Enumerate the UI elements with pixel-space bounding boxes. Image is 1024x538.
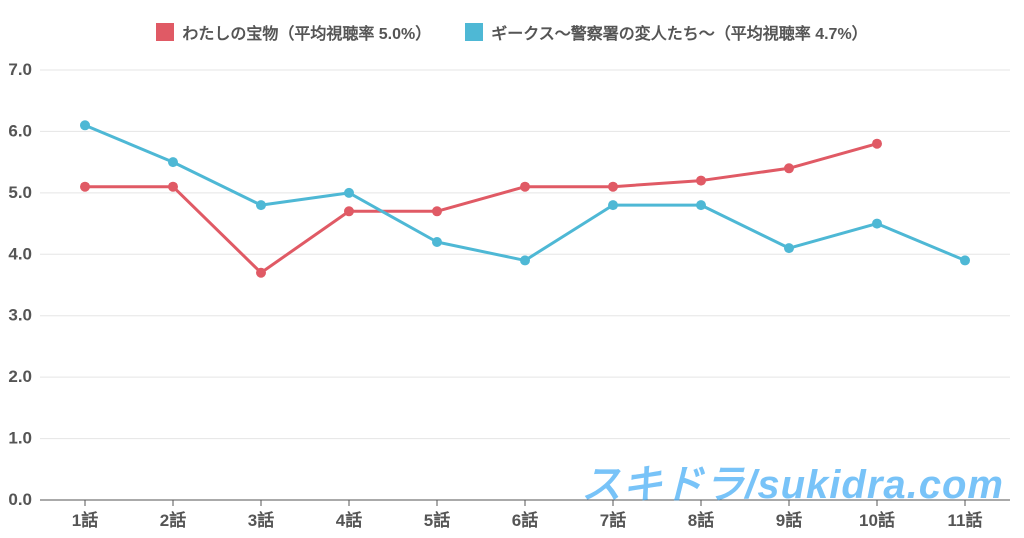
- y-tick-label: 7.0: [8, 60, 32, 79]
- legend-item-series-a: わたしの宝物（平均視聴率 5.0%）: [156, 20, 431, 44]
- x-tick-label: 4話: [336, 510, 362, 530]
- x-tick-label: 6話: [512, 510, 538, 530]
- series-point-series-b: [168, 157, 178, 167]
- series-point-series-b: [256, 200, 266, 210]
- chart-svg: 0.0 1.0 2.0 3.0 4.0 5.0 6.0 7.0 1話 2話 3話 4話 5話 6話 7話 8話…: [0, 0, 1024, 538]
- series-point-series-a: [256, 268, 266, 278]
- x-tick-label: 10話: [859, 510, 895, 530]
- legend-label-series-b: ギークス〜警察署の変人たち〜（平均視聴率 4.7%）: [491, 20, 867, 44]
- y-tick-label: 1.0: [8, 429, 32, 448]
- x-tick-label: 8話: [688, 510, 714, 530]
- series-point-series-a: [872, 139, 882, 149]
- series-line-series-a: [85, 144, 877, 273]
- series-point-series-a: [168, 182, 178, 192]
- legend-label-series-a: わたしの宝物（平均視聴率 5.0%）: [182, 20, 431, 44]
- y-tick-label: 4.0: [8, 244, 32, 263]
- legend-swatch-series-b: [465, 23, 483, 41]
- y-tick-label: 5.0: [8, 183, 32, 202]
- series-point-series-a: [432, 206, 442, 216]
- x-tick-label: 9話: [776, 510, 802, 530]
- legend: わたしの宝物（平均視聴率 5.0%） ギークス〜警察署の変人たち〜（平均視聴率 …: [0, 20, 1024, 44]
- x-tick-label: 7話: [600, 510, 626, 530]
- series-point-series-a: [520, 182, 530, 192]
- series-point-series-b: [80, 120, 90, 130]
- x-tick-label: 3話: [248, 510, 274, 530]
- series-point-series-a: [608, 182, 618, 192]
- series-point-series-b: [784, 243, 794, 253]
- x-tick-label: 5話: [424, 510, 450, 530]
- series-point-series-b: [696, 200, 706, 210]
- series-point-series-b: [872, 219, 882, 229]
- legend-swatch-series-a: [156, 23, 174, 41]
- series-point-series-b: [960, 255, 970, 265]
- x-tick-label: 11話: [948, 510, 983, 530]
- series-point-series-a: [80, 182, 90, 192]
- series-point-series-a: [344, 206, 354, 216]
- legend-item-series-b: ギークス〜警察署の変人たち〜（平均視聴率 4.7%）: [465, 20, 867, 44]
- series-point-series-b: [608, 200, 618, 210]
- series-point-series-a: [696, 176, 706, 186]
- x-tick-label: 1話: [72, 510, 98, 530]
- y-tick-label: 2.0: [8, 367, 32, 386]
- y-tick-label: 0.0: [8, 490, 32, 509]
- series-point-series-a: [784, 163, 794, 173]
- series-point-series-b: [344, 188, 354, 198]
- ratings-line-chart: わたしの宝物（平均視聴率 5.0%） ギークス〜警察署の変人たち〜（平均視聴率 …: [0, 0, 1024, 538]
- series-point-series-b: [432, 237, 442, 247]
- y-tick-label: 3.0: [8, 306, 32, 325]
- x-tick-label: 2話: [160, 510, 186, 530]
- series-point-series-b: [520, 255, 530, 265]
- y-tick-label: 6.0: [8, 121, 32, 140]
